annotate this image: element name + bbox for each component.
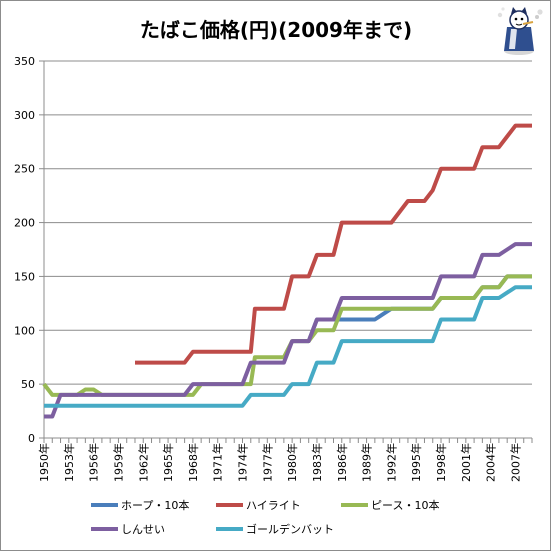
y-tick-label: 100 — [14, 324, 35, 337]
smoking-cat-mascot-icon — [497, 7, 543, 55]
x-tick-label: 1977年 — [260, 443, 274, 482]
x-tick-label: 1983年 — [310, 443, 324, 482]
series-lines — [42, 123, 532, 419]
x-tick-label: 1962年 — [136, 443, 150, 482]
series-line-4 — [44, 285, 532, 408]
y-tick-label: 50 — [21, 378, 35, 391]
axes — [39, 60, 533, 443]
chart-title: たばこ価格(円)(2009年まで) — [140, 18, 412, 42]
y-tick-label: 200 — [14, 217, 35, 230]
x-tick-label: 1998年 — [434, 443, 448, 482]
legend-label: ホープ・10本 — [121, 498, 189, 512]
x-tick-label: 2007年 — [508, 443, 522, 482]
x-tick-label: 2001年 — [459, 443, 473, 482]
x-tick-label: 1968年 — [186, 443, 200, 482]
series-line-3 — [44, 242, 532, 419]
y-tick-label: 300 — [14, 109, 35, 122]
x-tick-label: 1953年 — [62, 443, 76, 482]
legend-label: しんせい — [121, 523, 165, 536]
x-tick-label: 1992年 — [384, 443, 398, 482]
x-tick-label: 1950年 — [37, 443, 51, 482]
x-tick-label: 1959年 — [111, 443, 125, 482]
legend-label: ピース・10本 — [371, 498, 439, 512]
y-tick-label: 0 — [28, 432, 35, 445]
x-tick-label: 1974年 — [236, 443, 250, 482]
legend-label: ハイライト — [246, 499, 301, 512]
x-tick-label: 1995年 — [409, 443, 423, 482]
y-tick-labels: 0 50 100 150 200 250 300 350 — [14, 55, 35, 445]
y-tick-label: 250 — [14, 163, 35, 176]
x-tick-labels: 1950年 1953年 1956年 1959年 1962年 1965年 1968年 1971年… — [37, 443, 522, 482]
gridlines — [44, 60, 532, 385]
y-tick-label: 350 — [14, 55, 35, 68]
y-tick-label: 150 — [14, 270, 35, 283]
x-tick-label: 1971年 — [211, 443, 225, 482]
x-tick-label: 1980年 — [285, 443, 299, 482]
x-tick-label: 2004年 — [484, 443, 498, 482]
x-tick-label: 1956年 — [87, 443, 101, 482]
x-tick-label: 1965年 — [161, 443, 175, 482]
x-tick-label: 1986年 — [335, 443, 349, 482]
legend-label: ゴールデンバット — [246, 522, 334, 536]
x-tick-label: 1989年 — [360, 443, 374, 482]
series-line-1 — [135, 123, 532, 365]
